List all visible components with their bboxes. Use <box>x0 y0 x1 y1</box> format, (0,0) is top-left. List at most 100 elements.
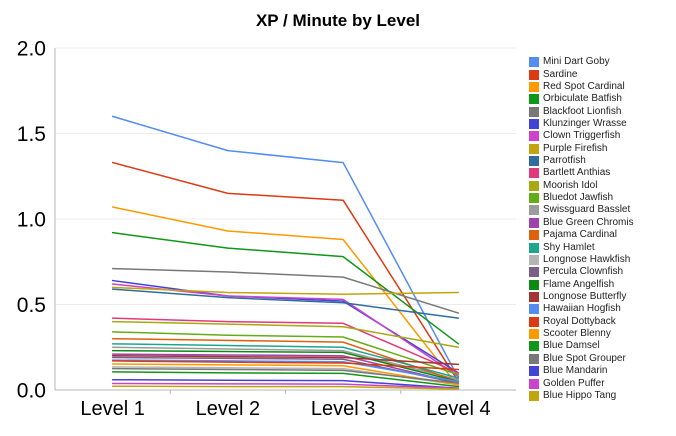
legend-label: Moorish Idol <box>543 179 598 191</box>
legend-item-blue-hippo-tang[interactable]: Blue Hippo Tang <box>529 390 634 402</box>
series-line-purple-firefish[interactable] <box>111 286 460 295</box>
y-axis-label: 1.0 <box>17 209 46 232</box>
legend-item-scooter-blenny[interactable]: Scooter Blenny <box>529 328 634 340</box>
series-line-swissguard-basslet[interactable] <box>111 346 460 381</box>
legend-item-blue-spot-grouper[interactable]: Blue Spot Grouper <box>529 353 634 365</box>
legend-label: Red Spot Cardinal <box>543 80 625 92</box>
legend-swatch <box>529 304 539 315</box>
legend-label: Pajama Cardinal <box>543 229 617 241</box>
legend-swatch <box>529 131 539 142</box>
legend-item-blackfoot-lionfish[interactable]: Blackfoot Lionfish <box>529 105 634 117</box>
series-line-pajama-cardinal[interactable] <box>111 337 460 383</box>
x-axis-label: Level 3 <box>311 398 376 420</box>
legend-swatch <box>529 254 539 265</box>
series-line-mini-dart-goby[interactable] <box>111 115 460 379</box>
legend-label: Royal Dottyback <box>543 315 616 327</box>
legend-swatch <box>529 143 539 154</box>
legend-swatch <box>529 390 539 401</box>
legend-label: Scooter Blenny <box>543 328 611 340</box>
series-line-golden-puffer[interactable] <box>111 382 460 390</box>
y-axis-label: 0.0 <box>17 380 46 403</box>
series-line-sardine[interactable] <box>111 161 460 383</box>
legend-item-mini-dart-goby[interactable]: Mini Dart Goby <box>529 56 634 68</box>
legend-label: Sardine <box>543 68 578 80</box>
series-line-blue-mandarin[interactable] <box>111 378 460 390</box>
chart-legend: Mini Dart Goby Sardine Red Spot Cardinal Or… <box>529 56 634 402</box>
legend-swatch <box>529 205 539 216</box>
x-axis-label: Level 4 <box>426 398 491 420</box>
legend-item-longnose-butterfly[interactable]: Longnose Butterfly <box>529 291 634 303</box>
legend-item-klunzinger-wrasse[interactable]: Klunzinger Wrasse <box>529 118 634 130</box>
legend-item-shy-hamlet[interactable]: Shy Hamlet <box>529 241 634 253</box>
legend-item-flame-angelfish[interactable]: Flame Angelfish <box>529 278 634 290</box>
series-line-royal-dottyback[interactable] <box>111 360 460 371</box>
legend-item-blue-green-chromis[interactable]: Blue Green Chromis <box>529 217 634 229</box>
legend-item-longnose-hawkfish[interactable]: Longnose Hawkfish <box>529 254 634 266</box>
chart-title: XP / Minute by Level <box>255 11 421 30</box>
series-line-parrotfish[interactable] <box>111 288 460 319</box>
y-axis-label: 0.5 <box>17 294 46 317</box>
legend-swatch <box>529 118 539 129</box>
legend-swatch <box>529 180 539 191</box>
legend-label: Blue Mandarin <box>543 365 608 377</box>
series-line-shy-hamlet[interactable] <box>111 343 460 379</box>
legend-label: Blue Spot Grouper <box>543 352 626 364</box>
legend-swatch <box>529 329 539 340</box>
legend-item-hawaiian-hogfish[interactable]: Hawaiian Hogfish <box>529 303 634 315</box>
legend-item-moorish-idol[interactable]: Moorish Idol <box>529 180 634 192</box>
series-line-blue-green-chromis[interactable] <box>111 353 460 384</box>
legend-swatch <box>529 81 539 92</box>
legend-swatch <box>529 69 539 80</box>
legend-item-sardine[interactable]: Sardine <box>529 68 634 80</box>
series-line-blackfoot-lionfish[interactable] <box>111 267 460 314</box>
legend-item-swissguard-basslet[interactable]: Swissguard Basslet <box>529 204 634 216</box>
x-axis-label: Level 2 <box>196 398 261 420</box>
series-line-bartlett-anthias[interactable] <box>111 317 460 374</box>
legend-swatch <box>529 57 539 68</box>
legend-label: Klunzinger Wrasse <box>543 117 627 129</box>
legend-item-red-spot-cardinal[interactable]: Red Spot Cardinal <box>529 81 634 93</box>
series-line-blue-hippo-tang[interactable] <box>111 385 460 390</box>
series-line-scooter-blenny[interactable] <box>111 363 460 386</box>
series-line-hawaiian-hogfish[interactable] <box>111 359 460 383</box>
legend-swatch <box>529 292 539 302</box>
legend-item-bartlett-anthias[interactable]: Bartlett Anthias <box>529 167 634 179</box>
legend-item-royal-dottyback[interactable]: Royal Dottyback <box>529 316 634 328</box>
legend-item-parrotfish[interactable]: Parrotfish <box>529 155 634 167</box>
legend-swatch <box>529 193 539 204</box>
legend-label: Mini Dart Goby <box>543 56 610 68</box>
legend-label: Flame Angelfish <box>543 278 615 290</box>
x-axis-label: Level 1 <box>80 398 145 420</box>
legend-item-orbiculate-batfish[interactable]: Orbiculate Batfish <box>529 93 634 105</box>
legend-item-purple-firefish[interactable]: Purple Firefish <box>529 143 634 155</box>
legend-swatch <box>529 341 539 352</box>
legend-item-bluedot-jawfish[interactable]: Bluedot Jawfish <box>529 192 634 204</box>
legend-item-percula-clownfish[interactable]: Percula Clownfish <box>529 266 634 278</box>
legend-label: Purple Firefish <box>543 142 608 154</box>
legend-swatch <box>529 106 539 117</box>
series-line-blue-damsel[interactable] <box>111 371 460 388</box>
legend-swatch <box>529 378 539 389</box>
series-line-red-spot-cardinal[interactable] <box>111 206 460 388</box>
legend-swatch <box>529 168 539 179</box>
legend-label: Swissguard Basslet <box>543 204 631 216</box>
legend-swatch <box>529 94 539 105</box>
legend-item-clown-triggerfish[interactable]: Clown Triggerfish <box>529 130 634 142</box>
series-line-bluedot-jawfish[interactable] <box>111 331 460 376</box>
legend-item-golden-puffer[interactable]: Golden Puffer <box>529 377 634 389</box>
legend-item-pajama-cardinal[interactable]: Pajama Cardinal <box>529 229 634 241</box>
legend-item-blue-mandarin[interactable]: Blue Mandarin <box>529 365 634 377</box>
legend-swatch <box>529 217 539 228</box>
legend-swatch <box>529 316 539 327</box>
legend-label: Clown Triggerfish <box>543 130 621 142</box>
series-line-blue-spot-grouper[interactable] <box>111 367 460 384</box>
series-line-moorish-idol[interactable] <box>111 320 460 348</box>
series-line-orbiculate-batfish[interactable] <box>111 231 460 345</box>
series-line-longnose-butterfly[interactable] <box>111 355 460 366</box>
legend-label: Percula Clownfish <box>543 266 624 278</box>
legend-label: Blue Damsel <box>543 340 600 352</box>
legend-label: Bluedot Jawfish <box>543 192 614 204</box>
legend-item-blue-damsel[interactable]: Blue Damsel <box>529 340 634 352</box>
